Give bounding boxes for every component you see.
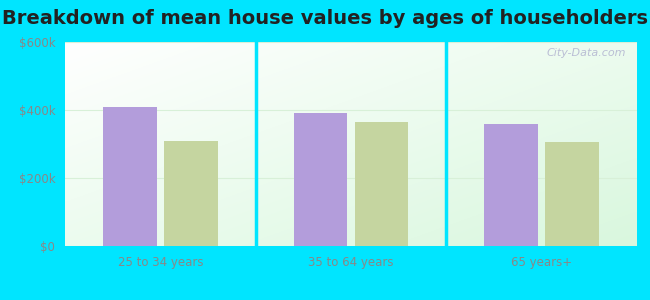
Bar: [545, 142, 599, 246]
Bar: [294, 113, 347, 246]
Bar: [103, 106, 157, 246]
Text: Breakdown of mean house values by ages of householders: Breakdown of mean house values by ages o…: [2, 9, 648, 28]
Bar: [484, 124, 538, 246]
Bar: [355, 122, 408, 246]
Text: City-Data.com: City-Data.com: [546, 48, 625, 58]
Bar: [164, 141, 218, 246]
